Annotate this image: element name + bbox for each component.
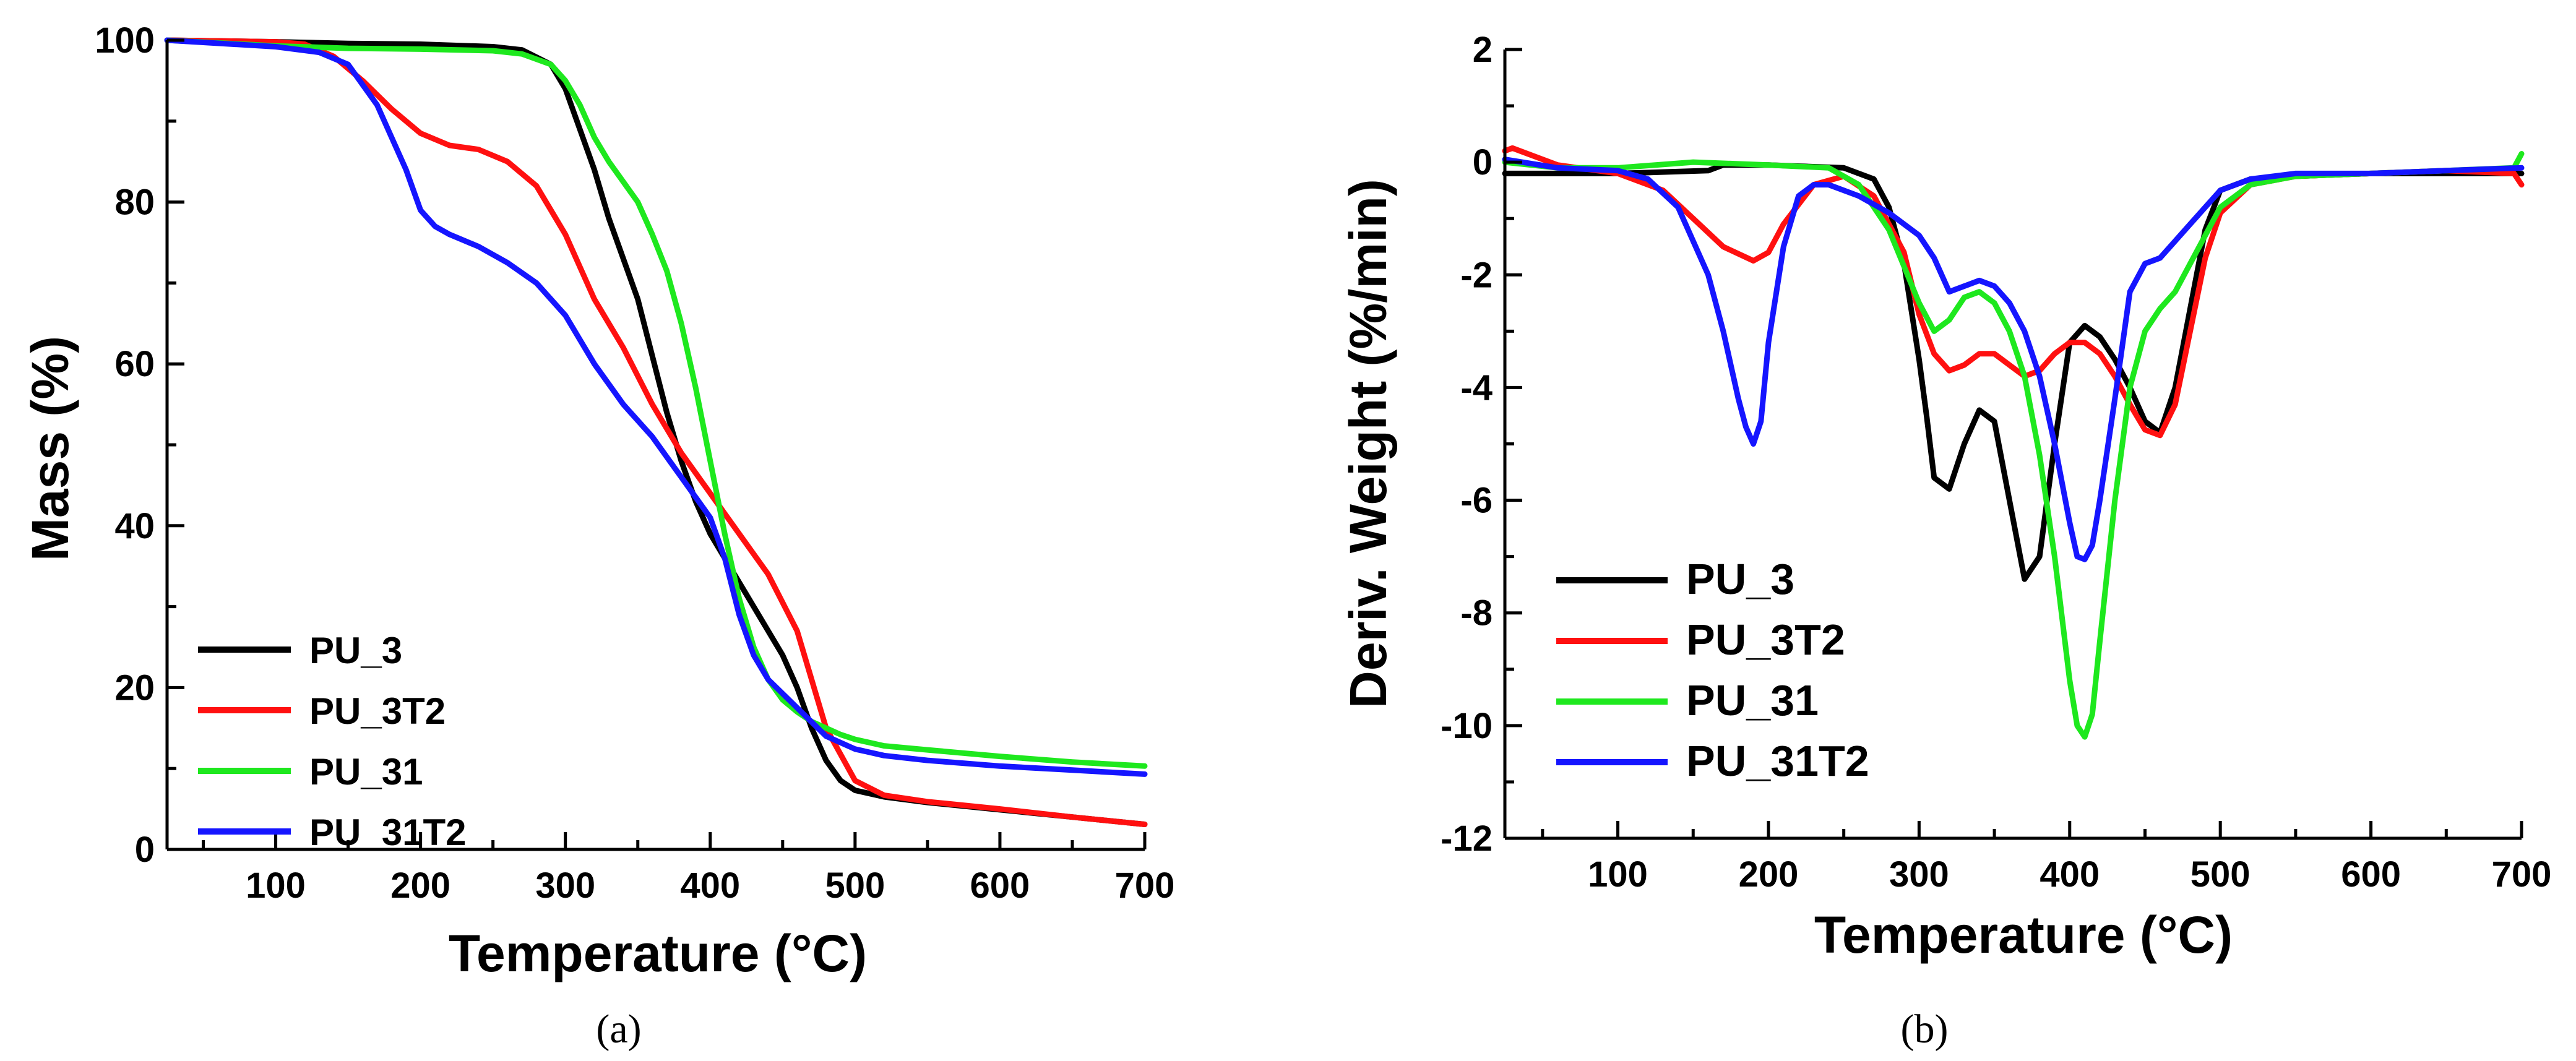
panel-b-series-pu-31t2-line	[1502, 157, 2525, 562]
panel-b-series-pu-3-line	[1502, 162, 2525, 582]
panel-a-x-tick-label: 200	[390, 866, 450, 906]
panel-a-legend: PU_3 PU_3T2 PU_31 PU_31T2	[198, 630, 466, 853]
panel-b-y-tick-label: -8	[1460, 593, 1493, 634]
panel-a-series-pu-3t2-line	[164, 37, 1148, 827]
panel-a-y-tick-label: 100	[95, 20, 155, 61]
panel-b-derivative-chart: 100 200 300 400 500 600 700 -12 -10 -8 -6 -4 -2 0 2 Te…	[1339, 30, 2551, 1052]
panel-b-y-tick-label: -4	[1460, 367, 1493, 408]
panel-a-x-tick-label: 100	[246, 866, 306, 906]
panel-a-y-tick-label: 60	[114, 344, 155, 384]
panel-b-legend-label-pu-3t2: PU_3T2	[1686, 616, 1845, 664]
panel-b-legend-label-pu-31t2: PU_31T2	[1686, 737, 1869, 785]
panel-a-x-tick-label: 500	[825, 866, 885, 906]
panel-a-legend-label-pu-31: PU_31	[309, 751, 423, 793]
panel-a-series-pu-31t2-line	[164, 37, 1148, 777]
panel-a-x-tick-label: 700	[1115, 866, 1175, 906]
panel-a-y-axis-title: Mass (%)	[21, 336, 79, 561]
panel-b-y-tick-label: -2	[1460, 255, 1493, 295]
panel-b-x-tick-label: 500	[2190, 854, 2251, 895]
panel-b-x-axis-title: Temperature (°C)	[1814, 906, 2233, 964]
panel-b-legend-label-pu-3: PU_3	[1686, 555, 1794, 603]
panel-b-caption: (b)	[1901, 1007, 1949, 1052]
panel-a-x-tick-label: 300	[535, 866, 595, 906]
panel-b-y-tick-label: -12	[1441, 818, 1493, 859]
panel-b-y-axis-title: Deriv. Weight (%/min)	[1339, 179, 1397, 708]
panel-b-x-tick-label: 100	[1588, 854, 1648, 895]
panel-a-legend-label-pu-3: PU_3	[309, 630, 402, 671]
panel-a-legend-label-pu-3t2: PU_3T2	[309, 690, 446, 732]
panel-b-x-tick-label: 600	[2341, 854, 2401, 895]
panel-b-x-tick-label: 300	[1889, 854, 1949, 895]
panel-a-x-tick-label: 400	[680, 866, 740, 906]
panel-b-x-tick-label: 200	[1739, 854, 1799, 895]
panel-a-mass-chart: 100 200 300 400 500 600 700 0 20 40 60 80 100 Temper…	[21, 20, 1174, 1052]
panel-a-x-axis-title: Temperature (°C)	[449, 924, 867, 982]
panel-b-legend-label-pu-31: PU_31	[1686, 676, 1819, 724]
panel-b-x-tick-label: 700	[2492, 854, 2552, 895]
panel-b-legend: PU_3 PU_3T2 PU_31 PU_31T2	[1556, 555, 1869, 785]
panel-b-series-pu-3t2-line	[1502, 145, 2525, 439]
panel-a-y-tick-label: 80	[114, 183, 155, 223]
panel-b-series-pu-31-line	[1502, 151, 2525, 740]
panel-a-legend-label-pu-31t2: PU_31T2	[309, 812, 466, 853]
panel-b-x-tick-label: 400	[2040, 854, 2100, 895]
panel-b-y-tick-label: 2	[1473, 30, 1493, 70]
panel-a-y-tick-label: 40	[114, 506, 155, 546]
panel-a-y-tick-label: 0	[135, 830, 155, 870]
panel-b-y-tick-label: -10	[1441, 706, 1493, 746]
panel-b-y-tick-label: 0	[1473, 142, 1493, 183]
panel-a-y-tick-label: 20	[114, 668, 155, 708]
panel-a-series-pu-31-line	[164, 37, 1148, 769]
panel-b-y-tick-label: -6	[1460, 481, 1493, 521]
panel-a-caption: (a)	[596, 1007, 641, 1052]
panel-a-x-tick-label: 600	[970, 866, 1030, 906]
